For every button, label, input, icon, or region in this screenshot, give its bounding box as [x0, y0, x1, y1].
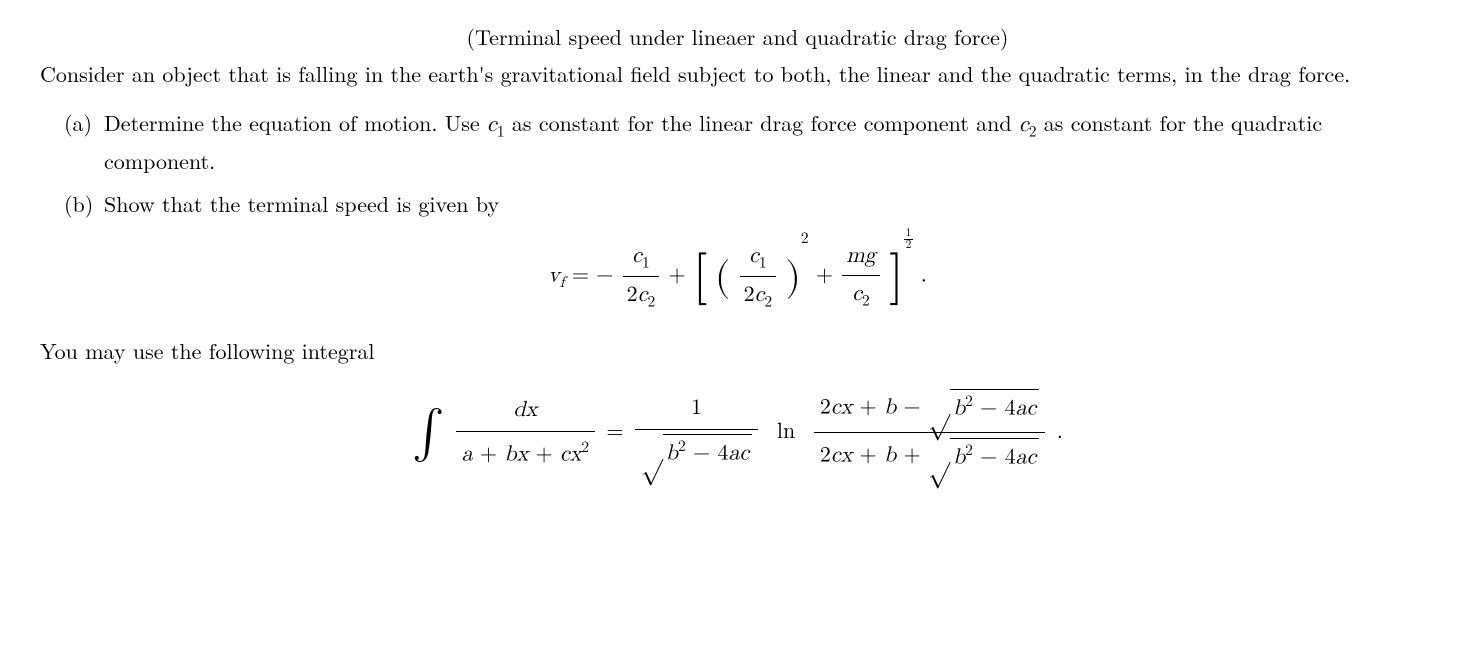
- half-den: 2: [904, 240, 914, 252]
- num-c1-b: c: [749, 245, 759, 267]
- vf-f: f: [560, 275, 565, 290]
- den-c2-sub-c: 2: [862, 294, 870, 309]
- frac-c1-2c2-b: c1 2c2: [740, 240, 777, 314]
- integrand: dx a + bx + cx2: [456, 392, 595, 473]
- num-mg: mg: [842, 240, 879, 276]
- formula-vf: vf = − c1 2c2 + [ ( c1 2c2 )2 + mg c2 ]1…: [40, 240, 1435, 314]
- item-a-body: Determine the equation of motion. Use c1…: [104, 106, 1435, 177]
- vf-minus: −: [596, 264, 613, 286]
- lparen: (: [715, 257, 730, 297]
- lbracket: [: [693, 250, 708, 303]
- item-b-body: Show that the terminal speed is given by: [104, 187, 1435, 220]
- problem-intro: Consider an object that is falling in th…: [40, 57, 1435, 90]
- exp-half: 12: [904, 231, 914, 246]
- den-sqrt: √b2 − 4ac: [635, 430, 758, 476]
- integrand-num: dx: [456, 392, 595, 432]
- item-b-label: (b): [64, 187, 104, 220]
- item-a: (a) Determine the equation of motion. Us…: [40, 106, 1435, 177]
- c1-sub: 1: [497, 124, 505, 139]
- exp-2: 2: [801, 231, 809, 246]
- integrand-den: a + bx + cx2: [456, 432, 595, 473]
- vf-plus2: +: [816, 264, 840, 286]
- item-a-text-before: Determine the equation of motion. Use: [104, 107, 487, 138]
- num-c1-sub-b: 1: [759, 255, 767, 270]
- rparen: ): [785, 257, 800, 297]
- int-eq: =: [606, 420, 630, 442]
- hint-text: You may use the following integral: [40, 334, 1435, 367]
- vf-v: v: [548, 264, 560, 286]
- den-c2-sub: 2: [647, 294, 655, 309]
- ln: ln: [777, 420, 795, 442]
- den-c2-c: c: [852, 283, 862, 305]
- den-c2-b: c: [755, 284, 765, 306]
- rbracket: ]: [889, 250, 904, 303]
- vf-eq: =: [572, 264, 596, 286]
- frac-1-over-sqrt: 1 √b2 − 4ac: [635, 390, 758, 476]
- int-period: .: [1057, 420, 1063, 442]
- frac-c1-2c2-a: c1 2c2: [623, 240, 660, 314]
- item-a-label: (a): [64, 106, 104, 177]
- den-c2-sub-b: 2: [764, 294, 772, 309]
- ln-den: 2cx + b + √b2 − 4ac: [814, 433, 1046, 479]
- den-c2: c: [638, 284, 648, 306]
- num-c1: c: [632, 245, 642, 267]
- item-a-text-mid: as constant for the linear drag force co…: [505, 107, 1019, 138]
- frac-ln-arg: 2cx + b − √b2 − 4ac 2cx + b + √b2 − 4ac: [814, 387, 1046, 479]
- integral-sign: ∫: [412, 409, 444, 457]
- c1-var: c: [487, 114, 497, 136]
- item-b: (b) Show that the terminal speed is give…: [40, 187, 1435, 220]
- ln-num: 2cx + b − √b2 − 4ac: [814, 387, 1046, 434]
- frac-mg-c2: mg c2: [842, 240, 879, 313]
- c2-var: c: [1019, 114, 1029, 136]
- half-num: 1: [904, 228, 914, 241]
- formula-integral: ∫ dx a + bx + cx2 = 1 √b2 − 4ac ln 2cx +…: [40, 387, 1435, 479]
- vf-period: .: [921, 264, 927, 286]
- vf-plus1: +: [668, 264, 692, 286]
- problem-title: (Terminal speed under lineaer and quadra…: [40, 20, 1435, 53]
- num-one: 1: [635, 390, 758, 430]
- num-c1-sub: 1: [642, 255, 650, 270]
